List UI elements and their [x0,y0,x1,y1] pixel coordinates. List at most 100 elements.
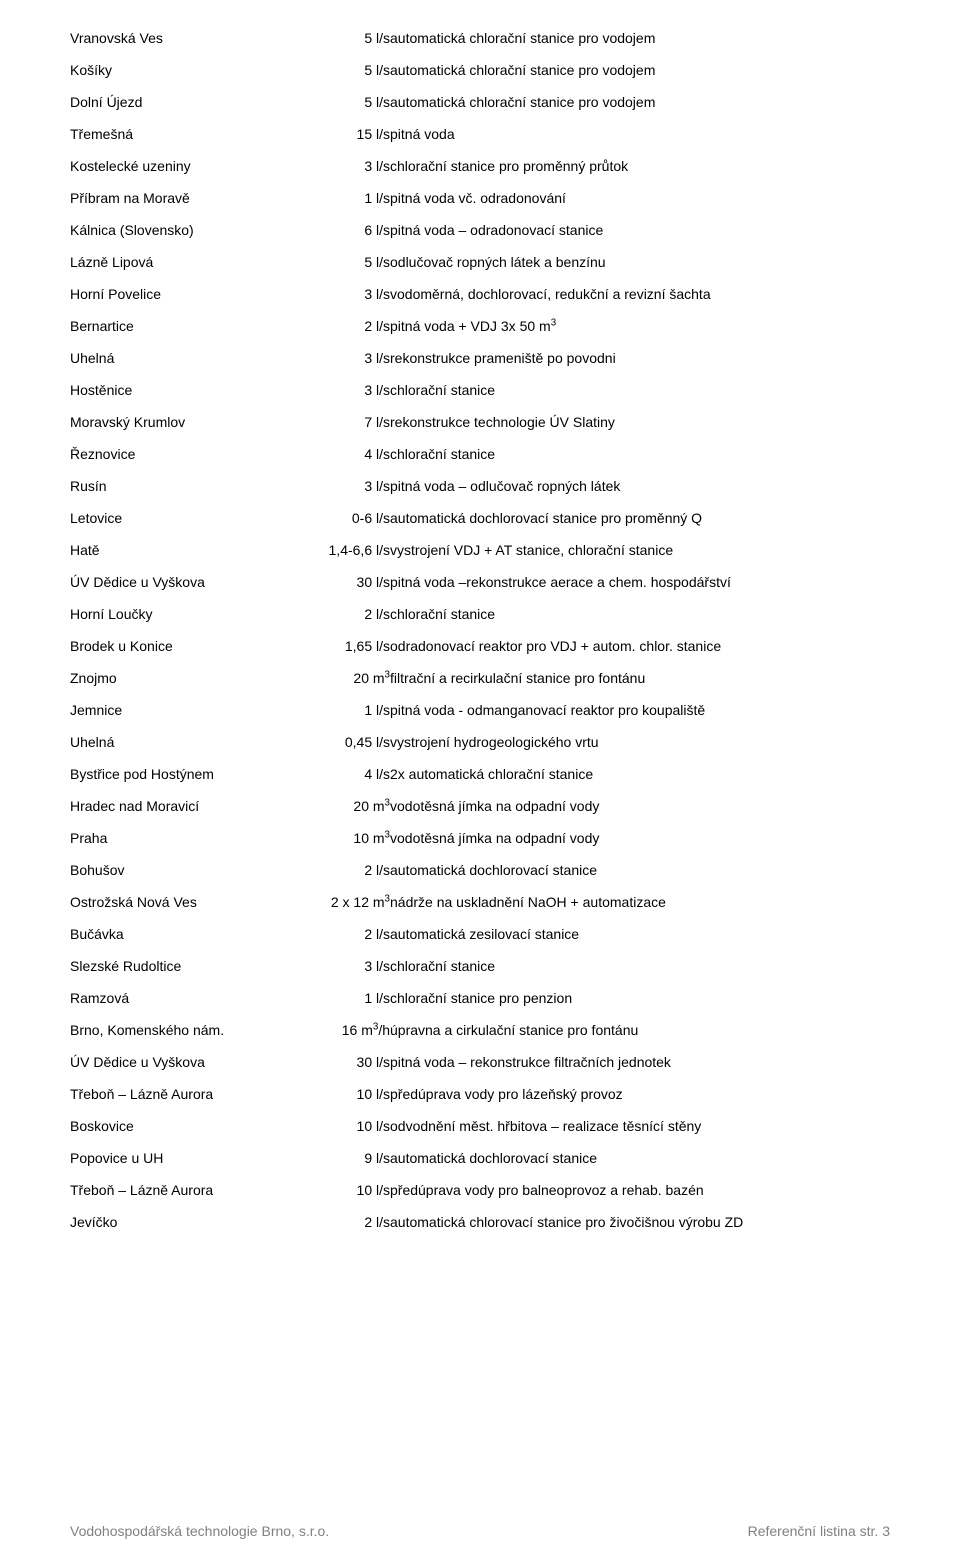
table-row: Kostelecké uzeniny3 l/schlorační stanice… [70,158,890,190]
footer-right: Referenční listina str. 3 [748,1523,890,1539]
capacity-cell: 9 l/s [280,1150,390,1182]
capacity-cell: 3 l/s [280,958,390,990]
table-row: Hradec nad Moravicí20 m3vodotěsná jímka … [70,798,890,830]
table-row: ÚV Dědice u Vyškova30 l/spitná voda – re… [70,1054,890,1086]
capacity-cell: 3 l/s [280,158,390,190]
description-cell: nádrže na uskladnění NaOH + automatizace [390,894,890,926]
location-cell: Vranovská Ves [70,30,280,62]
capacity-cell: 0,45 l/s [280,734,390,766]
table-row: Bučávka2 l/sautomatická zesilovací stani… [70,926,890,958]
page: Vranovská Ves5 l/sautomatická chlorační … [0,0,960,1559]
location-cell: Brodek u Konice [70,638,280,670]
description-cell: úpravna a cirkulační stanice pro fontánu [390,1022,890,1054]
table-row: ÚV Dědice u Vyškova30 l/spitná voda –rek… [70,574,890,606]
description-cell: vodotěsná jímka na odpadní vody [390,830,890,862]
table-row: Kálnica (Slovensko)6 l/spitná voda – odr… [70,222,890,254]
description-cell: předúprava vody pro lázeňský provoz [390,1086,890,1118]
location-cell: Hatě [70,542,280,574]
description-cell: odvodnění měst. hřbitova – realizace těs… [390,1118,890,1150]
capacity-cell: 5 l/s [280,62,390,94]
capacity-cell: 6 l/s [280,222,390,254]
capacity-cell: 16 m3/h [280,1022,390,1054]
reference-table: Vranovská Ves5 l/sautomatická chlorační … [70,30,890,1246]
description-cell: chlorační stanice pro penzion [390,990,890,1022]
table-row: Vranovská Ves5 l/sautomatická chlorační … [70,30,890,62]
capacity-cell: 20 m3 [280,670,390,702]
capacity-cell: 2 l/s [280,926,390,958]
table-row: Hostěnice3 l/schlorační stanice [70,382,890,414]
capacity-cell: 2 l/s [280,1214,390,1246]
location-cell: Hostěnice [70,382,280,414]
capacity-cell: 1,65 l/s [280,638,390,670]
description-cell: 2x automatická chlorační stanice [390,766,890,798]
location-cell: Horní Povelice [70,286,280,318]
capacity-cell: 7 l/s [280,414,390,446]
location-cell: Horní Loučky [70,606,280,638]
capacity-cell: 3 l/s [280,286,390,318]
description-cell: chlorační stanice [390,382,890,414]
description-cell: odradonovací reaktor pro VDJ + autom. ch… [390,638,890,670]
description-cell: pitná voda –rekonstrukce aerace a chem. … [390,574,890,606]
description-cell: automatická chlorační stanice pro vodoje… [390,30,890,62]
capacity-cell: 5 l/s [280,94,390,126]
description-cell: automatická chlorovací stanice pro živoč… [390,1214,890,1246]
description-cell: vodoměrná, dochlorovací, redukční a revi… [390,286,890,318]
description-cell: filtrační a recirkulační stanice pro fon… [390,670,890,702]
location-cell: Řeznovice [70,446,280,478]
location-cell: Košíky [70,62,280,94]
table-row: Třeboň – Lázně Aurora10 l/spředúprava vo… [70,1182,890,1214]
capacity-cell: 30 l/s [280,574,390,606]
table-row: Uhelná3 l/srekonstrukce prameniště po po… [70,350,890,382]
capacity-cell: 3 l/s [280,350,390,382]
description-cell: rekonstrukce prameniště po povodni [390,350,890,382]
table-row: Uhelná0,45 l/svystrojení hydrogeologické… [70,734,890,766]
capacity-cell: 10 m3 [280,830,390,862]
table-row: Brno, Komenského nám.16 m3/húpravna a ci… [70,1022,890,1054]
location-cell: Brno, Komenského nám. [70,1022,280,1054]
location-cell: Kálnica (Slovensko) [70,222,280,254]
description-cell: vystrojení VDJ + AT stanice, chlorační s… [390,542,890,574]
capacity-cell: 2 l/s [280,862,390,894]
capacity-cell: 4 l/s [280,766,390,798]
table-row: Třeboň – Lázně Aurora10 l/spředúprava vo… [70,1086,890,1118]
description-cell: pitná voda – rekonstrukce filtračních je… [390,1054,890,1086]
table-row: Brodek u Konice1,65 l/sodradonovací reak… [70,638,890,670]
location-cell: ÚV Dědice u Vyškova [70,1054,280,1086]
location-cell: Bystřice pod Hostýnem [70,766,280,798]
capacity-cell: 2 l/s [280,318,390,350]
table-row: Rusín3 l/spitná voda – odlučovač ropných… [70,478,890,510]
table-row: Bernartice2 l/spitná voda + VDJ 3x 50 m3 [70,318,890,350]
location-cell: Uhelná [70,350,280,382]
table-row: Třemešná15 l/spitná voda [70,126,890,158]
capacity-cell: 0-6 l/s [280,510,390,542]
capacity-cell: 20 m3 [280,798,390,830]
table-row: Moravský Krumlov7 l/srekonstrukce techno… [70,414,890,446]
description-cell: pitná voda – odlučovač ropných látek [390,478,890,510]
table-row: Letovice0-6 l/sautomatická dochlorovací … [70,510,890,542]
location-cell: ÚV Dědice u Vyškova [70,574,280,606]
location-cell: Rusín [70,478,280,510]
description-cell: pitná voda + VDJ 3x 50 m3 [390,318,890,350]
capacity-cell: 10 l/s [280,1182,390,1214]
capacity-cell: 3 l/s [280,382,390,414]
table-row: Znojmo20 m3filtrační a recirkulační stan… [70,670,890,702]
table-row: Horní Loučky2 l/schlorační stanice [70,606,890,638]
location-cell: Ramzová [70,990,280,1022]
table-row: Praha10 m3vodotěsná jímka na odpadní vod… [70,830,890,862]
location-cell: Jevíčko [70,1214,280,1246]
capacity-cell: 4 l/s [280,446,390,478]
description-cell: automatická dochlorovací stanice [390,1150,890,1182]
footer-left: Vodohospodářská technologie Brno, s.r.o. [70,1523,329,1539]
table-row: Jevíčko2 l/sautomatická chlorovací stani… [70,1214,890,1246]
description-cell: automatická zesilovací stanice [390,926,890,958]
table-row: Ramzová1 l/schlorační stanice pro penzio… [70,990,890,1022]
description-cell: automatická chlorační stanice pro vodoje… [390,94,890,126]
description-cell: chlorační stanice [390,446,890,478]
capacity-cell: 10 l/s [280,1118,390,1150]
description-cell: pitná voda [390,126,890,158]
location-cell: Letovice [70,510,280,542]
location-cell: Popovice u UH [70,1150,280,1182]
location-cell: Lázně Lipová [70,254,280,286]
location-cell: Bohušov [70,862,280,894]
description-cell: pitná voda - odmanganovací reaktor pro k… [390,702,890,734]
